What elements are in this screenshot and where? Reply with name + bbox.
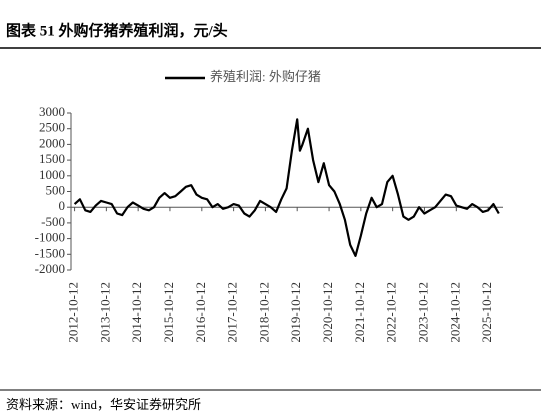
- x-tick-label: 2021-10-12: [352, 282, 367, 343]
- y-tick-label: 0: [59, 198, 66, 213]
- x-tick-label: 2013-10-12: [97, 282, 112, 343]
- series-line: [73, 118, 500, 257]
- x-tick-label: 2024-10-12: [447, 282, 462, 343]
- y-tick-label: -1500: [35, 245, 65, 260]
- y-tick-label: -500: [41, 214, 65, 229]
- x-tick-label: 2022-10-12: [384, 282, 399, 343]
- x-tick-label: 2019-10-12: [288, 282, 303, 343]
- y-tick-label: 500: [46, 182, 66, 197]
- y-tick-label: 3000: [39, 104, 65, 119]
- y-tick-label: 2500: [39, 120, 65, 135]
- x-tick-label: 2017-10-12: [225, 282, 240, 343]
- y-tick-label: 2000: [39, 135, 65, 150]
- x-tick-label: 2012-10-12: [66, 282, 81, 343]
- x-tick-label: 2025-10-12: [479, 282, 494, 343]
- y-tick-label: -2000: [35, 261, 65, 276]
- legend-label: 养殖利润: 外购仔猪: [210, 69, 321, 84]
- x-tick-label: 2023-10-12: [415, 282, 430, 343]
- x-tick-label: 2018-10-12: [256, 282, 271, 343]
- chart-title: 图表 51 外购仔猪养殖利润，元/头: [6, 21, 228, 39]
- x-tick-label: 2015-10-12: [161, 282, 176, 343]
- x-tick-label: 2016-10-12: [193, 282, 208, 343]
- source: 资料来源：wind，华安证券研究所: [6, 397, 201, 412]
- x-tick-label: 2014-10-12: [129, 282, 144, 343]
- y-tick-label: 1000: [39, 167, 65, 182]
- y-tick-label: -1000: [35, 230, 65, 245]
- x-tick-label: 2020-10-12: [320, 282, 335, 343]
- y-tick-label: 1500: [39, 151, 65, 166]
